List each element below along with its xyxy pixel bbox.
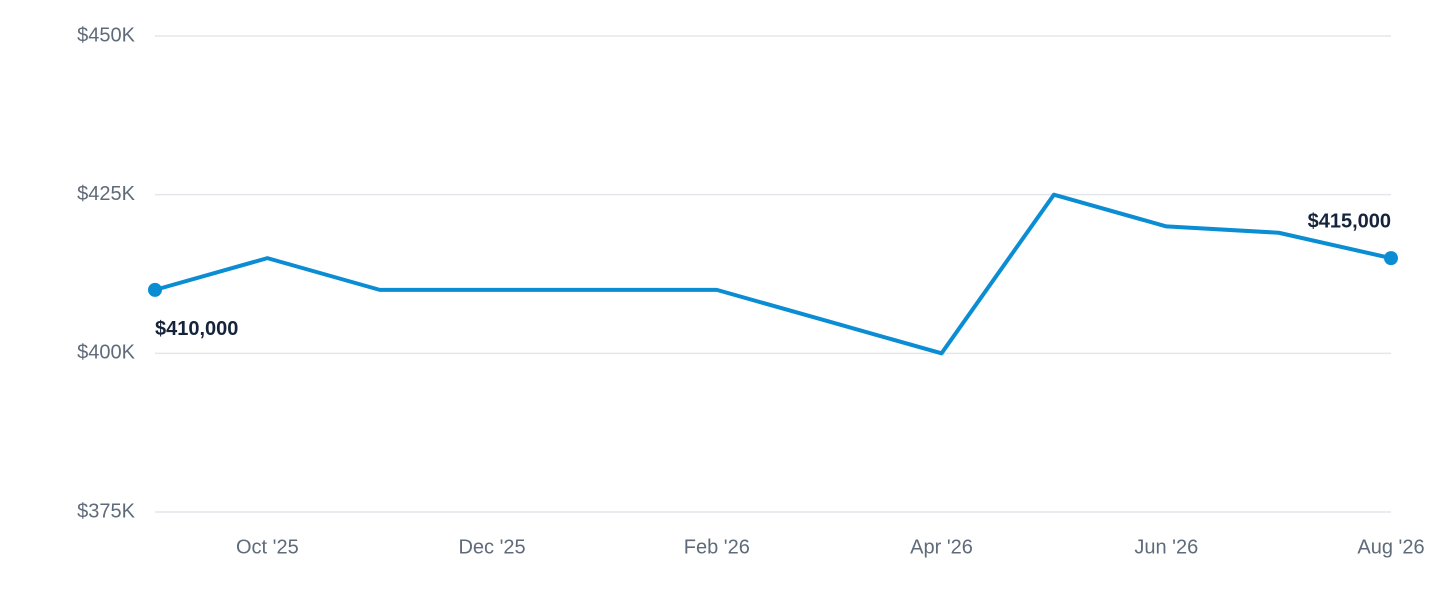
x-tick-label: Jun '26 [1134, 536, 1198, 558]
y-tick-label: $400K [77, 342, 135, 364]
value-label: $410,000 [155, 318, 238, 340]
y-tick-label: $450K [77, 24, 135, 46]
point [148, 282, 162, 297]
y-tick-label: $425K [77, 183, 135, 205]
x-tick-label: Aug '26 [1357, 536, 1424, 558]
x-tick-label: Feb '26 [684, 536, 750, 558]
line [154, 192, 1392, 356]
point [1384, 251, 1398, 266]
y-tick-label: $375K [77, 500, 135, 522]
x-tick-label: Oct '25 [236, 536, 299, 558]
x-tick-label: Apr '26 [910, 536, 973, 558]
x-tick-label: Dec '25 [458, 536, 525, 558]
value-label: $415,000 [1308, 210, 1391, 232]
